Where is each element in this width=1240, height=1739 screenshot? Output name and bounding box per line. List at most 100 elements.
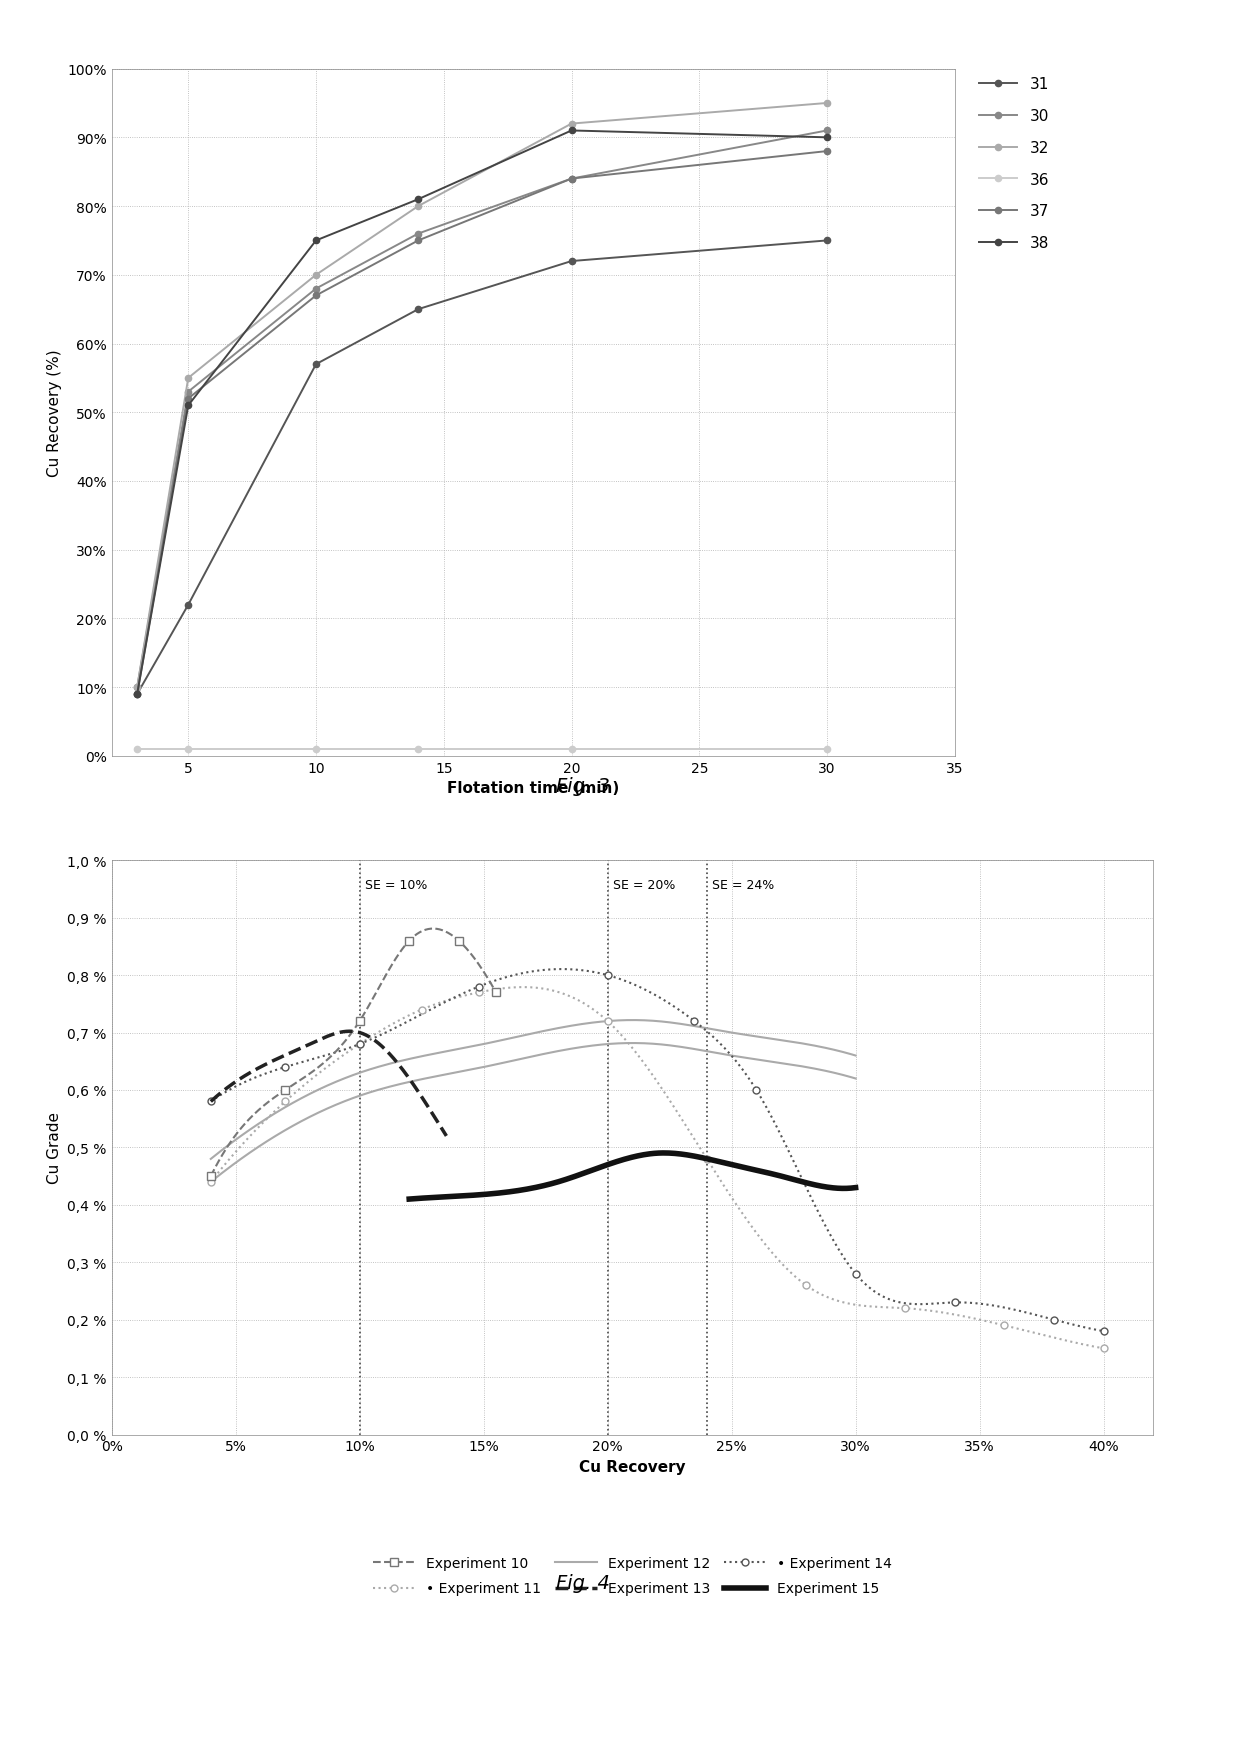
Experiment 10: [372, 976, 387, 996]
Legend: 31, 30, 32, 36, 37, 38: 31, 30, 32, 36, 37, 38: [980, 77, 1049, 250]
Experiment 11: [959, 1306, 973, 1327]
X-axis label: Flotation time (min): Flotation time (min): [448, 781, 619, 796]
Experiment 10: [203, 1165, 218, 1186]
Experiment 12: [585, 1012, 600, 1033]
Text: SE = 24%: SE = 24%: [712, 878, 774, 890]
Experiment 14: [738, 1063, 753, 1083]
36: [181, 739, 196, 760]
Experiment 13: [342, 1021, 357, 1042]
Line: 31: 31: [134, 238, 830, 697]
Experiment 12: [203, 1149, 218, 1170]
Experiment 13: [205, 1090, 219, 1111]
38: [564, 122, 579, 143]
Experiment 13: [345, 1021, 360, 1042]
Text: SE = 10%: SE = 10%: [365, 878, 427, 890]
Experiment 12: [848, 1045, 863, 1066]
Experiment 11: [1016, 1320, 1030, 1341]
Experiment 12: [588, 1012, 603, 1033]
Experiment 13: [348, 1023, 363, 1043]
37: [130, 683, 145, 704]
Experiment 11: [753, 1228, 768, 1249]
Experiment 15: [667, 1143, 682, 1163]
30: [820, 122, 835, 143]
Line: Experiment 14: Experiment 14: [211, 970, 1104, 1332]
Experiment 11: [738, 1207, 753, 1228]
31: [410, 299, 425, 320]
30: [564, 169, 579, 190]
Line: 38: 38: [134, 129, 830, 697]
Experiment 10: [373, 974, 388, 995]
Experiment 14: [203, 1092, 218, 1113]
38: [130, 683, 145, 704]
Experiment 10: [378, 965, 393, 986]
37: [410, 231, 425, 252]
31: [309, 355, 324, 376]
Experiment 11: [1096, 1339, 1111, 1360]
36: [564, 739, 579, 760]
Experiment 10: [445, 925, 460, 946]
Experiment 15: [807, 1176, 822, 1196]
Experiment 13: [403, 1069, 418, 1090]
32: [309, 266, 324, 287]
38: [410, 190, 425, 210]
31: [181, 595, 196, 616]
X-axis label: Cu Recovery: Cu Recovery: [579, 1459, 686, 1475]
Experiment 13: [418, 1092, 433, 1113]
Line: Experiment 11: Experiment 11: [211, 988, 1104, 1349]
Experiment 10: [489, 983, 503, 1003]
Y-axis label: Cu Grade: Cu Grade: [47, 1111, 62, 1184]
Text: Fig. 4: Fig. 4: [556, 1574, 610, 1591]
Line: 36: 36: [134, 746, 830, 753]
Experiment 11: [203, 1172, 218, 1193]
Experiment 12: [749, 1026, 764, 1047]
36: [820, 739, 835, 760]
Line: Experiment 15: Experiment 15: [409, 1153, 856, 1200]
32: [820, 94, 835, 115]
Experiment 12: [790, 1033, 805, 1054]
Line: Experiment 12: Experiment 12: [211, 1021, 856, 1160]
Experiment 15: [848, 1177, 863, 1198]
Experiment 14: [735, 1059, 750, 1080]
32: [130, 678, 145, 699]
Y-axis label: Cu Recovery (%): Cu Recovery (%): [47, 350, 62, 476]
Line: Experiment 10: Experiment 10: [211, 929, 496, 1176]
37: [820, 141, 835, 162]
Experiment 15: [402, 1189, 417, 1210]
37: [564, 169, 579, 190]
31: [820, 231, 835, 252]
32: [181, 369, 196, 390]
Experiment 10: [205, 1163, 219, 1184]
Experiment 15: [677, 1144, 692, 1165]
38: [309, 231, 324, 252]
37: [181, 390, 196, 410]
38: [181, 396, 196, 417]
Line: 30: 30: [134, 129, 830, 690]
36: [130, 739, 145, 760]
Line: Experiment 13: Experiment 13: [211, 1031, 446, 1136]
Experiment 15: [780, 1167, 795, 1188]
30: [181, 383, 196, 403]
30: [130, 678, 145, 699]
32: [564, 115, 579, 136]
Experiment 11: [517, 977, 532, 998]
Experiment 15: [403, 1189, 418, 1210]
31: [564, 252, 579, 273]
Experiment 11: [735, 1203, 750, 1224]
Experiment 11: [206, 1169, 221, 1189]
Experiment 14: [206, 1089, 221, 1109]
38: [820, 129, 835, 150]
Experiment 10: [425, 918, 440, 939]
Experiment 15: [657, 1143, 672, 1163]
30: [410, 224, 425, 245]
Experiment 12: [626, 1010, 641, 1031]
Legend: Experiment 10, • Experiment 11, Experiment 12, Experiment 13, • Experiment 14, E: Experiment 10, • Experiment 11, Experime…: [373, 1556, 892, 1595]
30: [309, 278, 324, 299]
Text: Fig. 3: Fig. 3: [556, 777, 610, 795]
Experiment 12: [598, 1012, 613, 1033]
Experiment 14: [753, 1087, 768, 1108]
Experiment 12: [206, 1148, 221, 1169]
31: [130, 683, 145, 704]
Experiment 14: [1096, 1322, 1111, 1343]
Experiment 13: [439, 1125, 454, 1146]
Experiment 10: [463, 943, 477, 963]
